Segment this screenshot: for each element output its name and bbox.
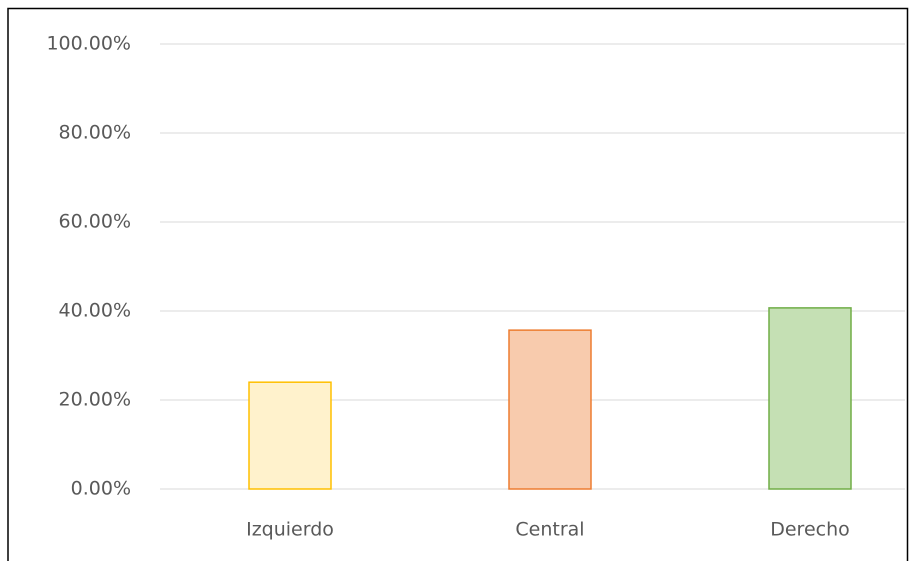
chart-border — [7, 7, 909, 561]
bar — [248, 381, 332, 490]
bar — [768, 307, 852, 490]
y-tick-label: 20.00% — [59, 389, 131, 411]
y-tick-label: 0.00% — [71, 478, 131, 500]
y-tick-label: 80.00% — [59, 122, 131, 144]
bar — [508, 329, 592, 490]
x-tick-label: Derecho — [770, 519, 850, 541]
y-tick-label: 40.00% — [59, 300, 131, 322]
y-tick-label: 60.00% — [59, 211, 131, 233]
y-tick-label: 100.00% — [46, 33, 131, 55]
x-tick-label: Central — [515, 519, 584, 541]
x-tick-label: Izquierdo — [246, 519, 334, 541]
